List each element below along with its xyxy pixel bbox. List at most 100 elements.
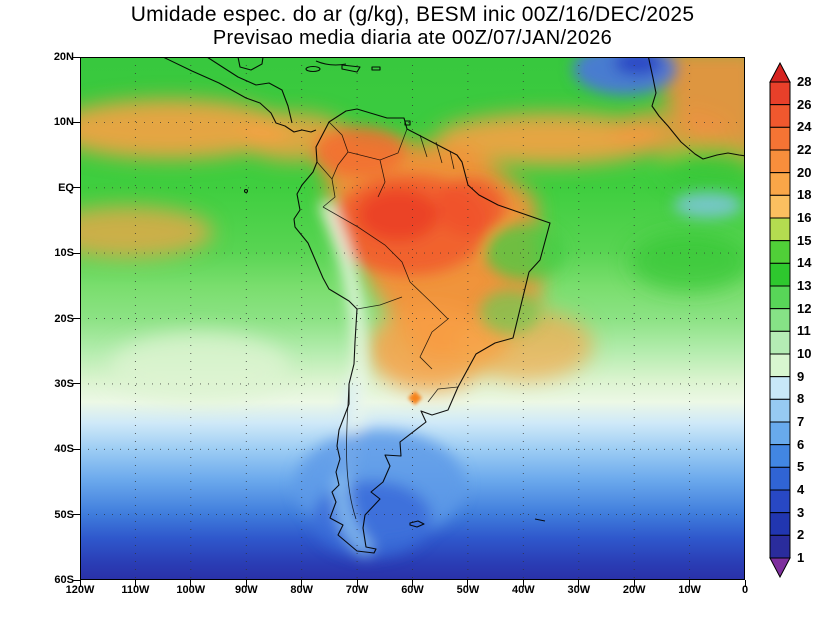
central-america-caribbean-coast [206, 57, 293, 124]
lon-tick-label: 70W [345, 584, 369, 596]
africa-coastline [647, 57, 745, 160]
lat-tick-label: 10N [53, 116, 74, 129]
humidity-field-detail [295, 57, 742, 559]
colorbar-level-label: 26 [797, 96, 812, 112]
colorbar-cell [769, 285, 791, 310]
colorbar-level-label: 13 [797, 278, 812, 293]
lat-tick-label: EQ [58, 181, 74, 194]
lon-tick-label: 50W [456, 584, 480, 596]
lon-tick-label: 90W [234, 584, 258, 596]
galapagos-island [243, 188, 249, 194]
colorbar-level-label: 20 [797, 164, 812, 180]
colorbar-level-label: 18 [797, 187, 812, 203]
lon-tick-mark [190, 580, 192, 587]
lon-tick-mark [301, 580, 303, 587]
coastlines [162, 57, 745, 554]
colorbar-level-label: 1 [797, 550, 805, 565]
lat-tick-mark [73, 448, 80, 450]
lon-tick-label: 100W [176, 584, 206, 596]
colorbar-cell [769, 81, 791, 106]
lon-tick-mark [522, 580, 524, 587]
colorbar-cell [769, 376, 791, 400]
map-plot-area [80, 57, 745, 580]
colorbar-cell [769, 172, 791, 196]
chart-title-line1: Umidade espec. do ar (g/kg), BESM inic 0… [130, 3, 695, 26]
central-america-pacific-coast [162, 57, 317, 133]
lat-tick-mark [73, 383, 80, 385]
colorbar-cell [769, 466, 791, 491]
lat-tick-label: 30S [54, 377, 74, 390]
lon-tick-mark [578, 580, 580, 587]
plot-frame [80, 57, 745, 580]
lon-tick-label: 80W [290, 584, 313, 596]
colorbar-level-label: 14 [797, 255, 812, 271]
lon-tick-mark [412, 580, 413, 587]
puerto-rico-island [371, 66, 381, 71]
lat-tick-label: 20S [54, 312, 74, 325]
lon-tick-label: 60W [401, 584, 424, 596]
colorbar-bottom-arrow [769, 557, 791, 579]
lat-tick-mark [73, 121, 80, 123]
lat-tick-mark [73, 514, 80, 516]
lat-tick-label: 20N [53, 51, 74, 63]
colorbar-level-label: 16 [797, 210, 812, 225]
colorbar-level-label: 10 [797, 346, 812, 361]
lon-tick-mark [245, 580, 247, 587]
lon-tick-mark [744, 580, 746, 587]
lon-tick-label: 30W [567, 584, 591, 596]
colorbar-level-label: 3 [797, 504, 805, 520]
colorbar-cell [769, 126, 791, 151]
falkland-islands [409, 520, 425, 528]
lat-tick-label: 50S [54, 508, 74, 521]
colorbar-level-label: 7 [797, 414, 805, 429]
colorbar-cell [769, 104, 791, 128]
colorbar-cell [769, 353, 791, 378]
local-maximum-spot [408, 391, 422, 405]
south-america-coastline [293, 108, 551, 554]
lon-tick-mark [689, 580, 691, 587]
colorbar-level-label: 6 [797, 436, 805, 452]
cuba-coast-fragment [315, 60, 347, 66]
colorbar-level-label: 8 [797, 391, 805, 407]
colorbar-cell [769, 262, 791, 287]
lon-tick-label: 120W [65, 584, 95, 596]
colorbar-cell [769, 149, 791, 174]
jamaica-island [305, 65, 321, 73]
trinidad-island [404, 120, 411, 126]
colorbar-level-label: 9 [797, 368, 805, 384]
colorbar-level-label: 2 [797, 527, 805, 543]
colorbar-cell [769, 217, 791, 242]
hispaniola-island [341, 64, 361, 73]
colorbar-cell [769, 308, 791, 332]
colorbar-cell [769, 512, 791, 536]
colorbar-cell [769, 240, 791, 264]
colorbar-level-label: 4 [797, 482, 805, 497]
south-georgia-island [534, 518, 546, 522]
colorbar-level-label: 24 [797, 119, 812, 135]
colorbar-top-arrow [769, 61, 791, 83]
lat-tick-mark [73, 252, 80, 254]
colorbar [769, 61, 791, 579]
lon-tick-label: 0 [741, 584, 749, 596]
colorbar-level-label: 12 [797, 300, 812, 316]
lat-tick-mark [73, 187, 80, 189]
country-borders [316, 121, 459, 520]
lon-tick-mark [467, 580, 469, 587]
lat-tick-mark [73, 579, 80, 581]
colorbar-cell [769, 444, 791, 468]
lat-tick-mark [73, 56, 80, 58]
colorbar-level-label: 28 [797, 74, 812, 89]
colorbar-level-label: 11 [797, 323, 811, 339]
colorbar-level-label: 22 [797, 142, 812, 157]
colorbar-level-label: 5 [797, 459, 805, 475]
lon-tick-label: 10W [678, 584, 701, 596]
lon-tick-label: 110W [121, 584, 150, 596]
yucatan-coast [237, 57, 264, 71]
lon-tick-label: 20W [622, 584, 646, 596]
lon-tick-mark [356, 580, 358, 587]
chart-title-line2: Previsao media diaria ate 00Z/07/JAN/202… [212, 27, 613, 49]
lon-tick-label: 40W [511, 584, 535, 596]
colorbar-cell [769, 194, 791, 219]
colorbar-cell [769, 421, 791, 446]
